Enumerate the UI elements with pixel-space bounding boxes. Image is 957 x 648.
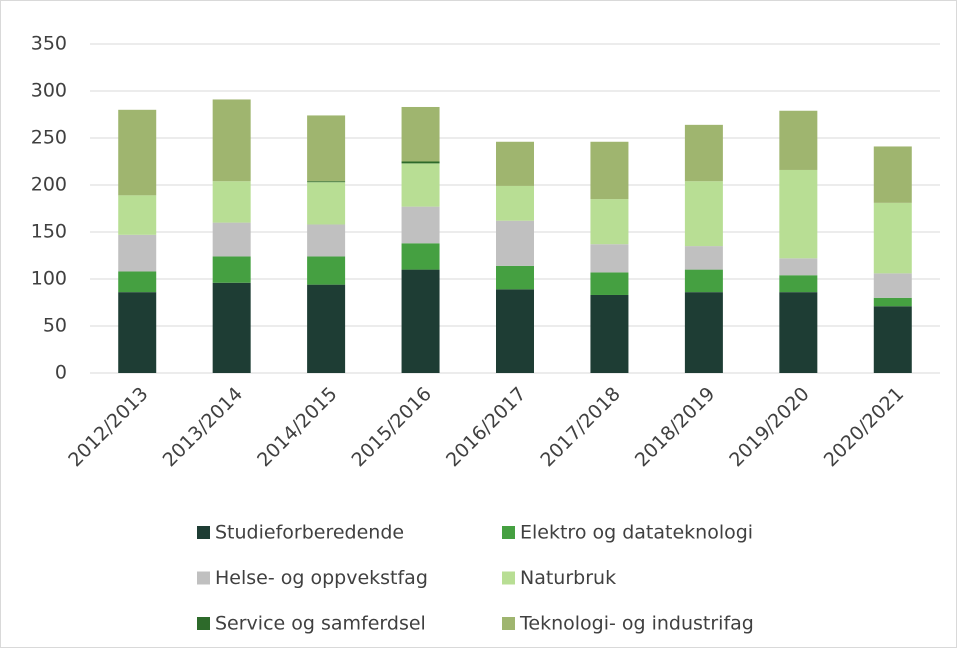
y-tick-label: 0 [55,362,67,384]
bar-segment [684,246,723,270]
bar-segment [590,141,629,200]
bar-segment [779,275,818,293]
bar-segment [118,271,157,293]
legend-label: Teknologi- og industrifag [519,613,754,635]
bar-segment [401,161,440,164]
bar-segment [212,222,251,257]
bar-segment [401,163,440,207]
bar-segment [307,224,346,257]
bar-segment [779,110,818,170]
bar-segment [401,106,440,162]
legend-swatch [197,617,210,630]
bar-segment [307,182,346,225]
bar-segment [118,109,157,196]
bar-segment [873,297,912,307]
bar-segment [496,185,534,221]
legend-swatch [502,526,515,539]
y-tick-label: 350 [31,33,67,55]
bar-segment [496,141,534,186]
legend-swatch [197,526,210,539]
legend-label: Helse- og oppvekstfag [215,567,428,589]
y-tick-label: 250 [31,127,67,149]
y-tick-label: 150 [31,221,67,243]
bar-segment [307,284,346,373]
legend-label: Naturbruk [520,567,616,589]
bar-segment [307,181,346,183]
bar-segment [118,292,157,373]
legend-label: Studieforberedende [215,522,404,544]
bar-segment [684,292,723,373]
bar-segment [118,234,157,272]
bar-segment [779,292,818,373]
bar-segment [590,244,629,273]
bar-segment [684,269,723,293]
bar-segment [212,282,251,373]
legend-swatch [502,617,515,630]
bar-segment [590,199,629,245]
bar-segment [496,265,534,290]
legend-swatch [502,571,515,585]
bar-segment [307,115,346,182]
bar-segment [212,181,251,223]
bar-segment [401,269,440,373]
bar-segment [590,272,629,295]
legend-label: Service og samferdsel [215,613,426,635]
bar-segment [873,202,912,274]
bar-segment [496,289,534,373]
bar-segment [496,220,534,266]
bar-segment [401,243,440,270]
legend-label: Elektro og datateknologi [520,522,753,544]
bar-segment [779,258,818,276]
bar-segment [212,256,251,283]
y-tick-label: 200 [31,174,67,196]
bar-segment [873,306,912,373]
bar-segment [684,181,723,247]
bar-segment [590,294,629,373]
bar-segment [212,99,251,182]
bar-segment [873,273,912,298]
bar-segment [307,256,346,285]
bar-segment [401,206,440,244]
legend-swatch [197,571,210,585]
y-tick-label: 50 [43,315,67,337]
y-tick-label: 100 [31,268,67,290]
bar-segment [779,169,818,259]
bar-segment [118,195,157,235]
bar-segment [684,124,723,182]
bar-segment [873,146,912,203]
y-tick-label: 300 [31,80,67,102]
